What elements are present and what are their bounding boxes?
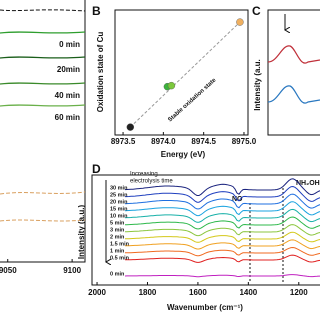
axes-b: [114, 9, 249, 136]
spectrum: [267, 85, 320, 104]
reference-curve: [0, 191, 86, 195]
annotation: Increasing: [130, 172, 158, 178]
point: [167, 81, 176, 90]
panel-label: B: [92, 4, 101, 18]
x-tick-label: 1400: [239, 288, 257, 297]
spectrum: [0, 82, 86, 85]
panel-label: C: [252, 4, 261, 18]
spectrum: [124, 208, 320, 223]
annotation: electrolysis time: [130, 179, 173, 185]
series-label: 20min: [57, 65, 80, 74]
spectrum: [124, 224, 320, 237]
series-label: 25 min: [110, 192, 128, 198]
x-tick-label: 9050: [0, 266, 17, 275]
spectrum: [125, 246, 320, 257]
x-tick-label: 1600: [189, 288, 207, 297]
spectrum: [124, 239, 320, 250]
series-label: 2 min: [110, 234, 125, 240]
series-label: 3 min: [110, 227, 125, 233]
y-axis-label: Intensity (a.u.): [77, 205, 86, 260]
series-label: 0 min: [110, 271, 125, 277]
annotation: NO: [232, 196, 243, 203]
axes-d: [91, 174, 320, 286]
series-label: 10 min: [110, 213, 128, 219]
point: [126, 123, 135, 131]
reference-curve: [0, 9, 86, 12]
spectrum: [124, 231, 320, 243]
axes-a: [0, 0, 86, 263]
trend-line: [129, 21, 241, 128]
spectrum: [124, 274, 320, 278]
x-tick-label: 1800: [139, 288, 157, 297]
series-label: 0.5 min: [110, 255, 130, 261]
series-label: 1 min: [110, 248, 125, 254]
series-label: 5 min: [110, 220, 125, 226]
spectrum: [125, 254, 320, 263]
y-axis-label: Oxidation state of Cu: [96, 32, 105, 113]
spectrum: [124, 193, 320, 210]
x-tick-label: 8973.5: [111, 137, 136, 146]
series-label: 20 min: [110, 199, 128, 205]
spectrum: [125, 216, 320, 230]
series-label: 0 min: [59, 40, 80, 49]
x-axis-label: Energy (eV): [161, 150, 206, 159]
x-tick-label: 8974.5: [191, 137, 216, 146]
x-tick-label: 2000: [88, 288, 106, 297]
axes-c: [267, 9, 320, 136]
series-label: 60 min: [55, 113, 80, 122]
point: [236, 18, 244, 26]
y-axis-label: Intensity (a.u.: [253, 59, 262, 111]
series-label: 15 min: [110, 206, 128, 212]
panel-label: D: [92, 162, 101, 176]
x-tick-label: 8974.0: [151, 137, 176, 146]
series-label: 30 min: [110, 185, 128, 191]
reference-curve: [0, 219, 86, 222]
series-label: 1.5 min: [110, 241, 130, 247]
spectrum: [0, 104, 86, 107]
spectrum: [124, 201, 320, 217]
x-axis-label: Wavenumber (cm⁻¹): [167, 303, 243, 312]
spectrum: [0, 56, 86, 59]
x-tick-label: 9100: [63, 266, 81, 275]
spectrum: [125, 185, 320, 203]
annotation: NH₂OH: [296, 180, 320, 187]
spectrum: [0, 31, 86, 34]
spectrum: [124, 178, 320, 196]
series-label: 40 min: [55, 91, 80, 100]
x-tick-label: 8975.0: [232, 137, 257, 146]
x-tick-label: 1200: [290, 288, 308, 297]
spectrum: [267, 45, 320, 64]
